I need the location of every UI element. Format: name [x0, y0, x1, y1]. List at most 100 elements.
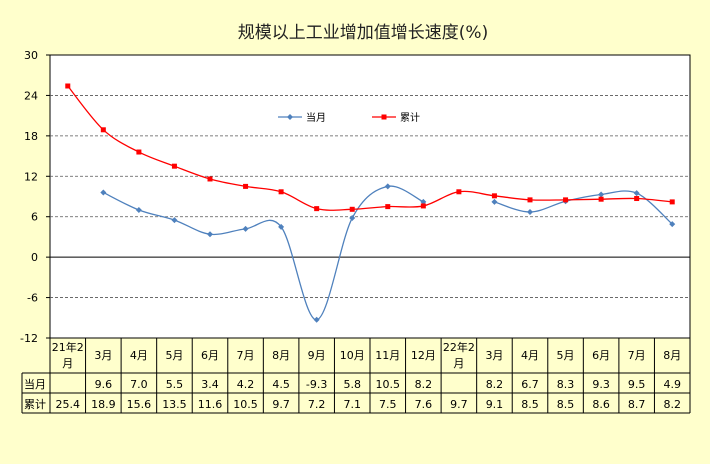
data-point-cumulative [527, 197, 533, 203]
data-label-monthly: 4.5 [272, 378, 290, 391]
x-category-label: 5月 [557, 349, 575, 362]
y-tick-label: 18 [24, 130, 38, 143]
data-label-monthly: 5.8 [343, 378, 361, 391]
x-category-label: 3月 [485, 349, 503, 362]
x-category-label: 月 [453, 357, 464, 370]
data-point-cumulative [314, 206, 320, 212]
y-tick-label: -6 [27, 292, 38, 305]
x-category-label: 21年2 [52, 340, 84, 354]
x-category-label: 11月 [375, 349, 400, 362]
y-tick-label: 0 [31, 251, 38, 264]
x-category-label: 8月 [663, 349, 681, 362]
row-header-monthly: 当月 [24, 377, 46, 391]
row-header-cumulative: 累计 [24, 398, 46, 411]
data-point-cumulative [207, 176, 213, 182]
x-category-label: 月 [62, 357, 73, 370]
data-point-monthly [171, 217, 178, 224]
data-label-monthly: 9.3 [592, 378, 610, 391]
data-label-cumulative: 15.6 [127, 398, 152, 411]
data-point-cumulative [65, 83, 71, 89]
data-label-monthly: 6.7 [521, 378, 539, 391]
y-tick-label: 12 [24, 170, 38, 183]
data-point-monthly [242, 225, 249, 232]
data-label-cumulative: 8.5 [557, 398, 575, 411]
x-category-label: 3月 [94, 349, 112, 362]
data-point-monthly [633, 190, 640, 197]
data-point-monthly [207, 231, 213, 238]
y-tick-label: 24 [24, 89, 38, 102]
data-label-cumulative: 8.2 [663, 398, 681, 411]
data-label-cumulative: 8.7 [628, 398, 646, 411]
data-label-cumulative: 9.7 [272, 398, 290, 411]
legend-label: 当月 [306, 111, 326, 124]
data-point-cumulative [349, 206, 355, 212]
chart-title: 规模以上工业增加值增长速度(%) [238, 23, 488, 43]
data-point-cumulative [456, 189, 462, 195]
data-point-cumulative [171, 163, 177, 169]
data-point-monthly [491, 198, 498, 205]
data-label-cumulative: 7.6 [415, 398, 433, 411]
data-point-cumulative [491, 193, 497, 199]
data-point-monthly [598, 191, 605, 198]
data-label-monthly: 4.9 [663, 378, 681, 391]
data-label-monthly: 8.3 [557, 378, 575, 391]
data-label-cumulative: 11.6 [198, 398, 223, 411]
x-category-label: 9月 [308, 349, 326, 362]
data-label-cumulative: 8.6 [592, 398, 610, 411]
x-category-label: 7月 [628, 349, 646, 362]
x-category-label: 5月 [165, 349, 183, 362]
series-line-monthly [494, 190, 673, 225]
series-line-monthly [103, 185, 424, 321]
data-label-monthly: 8.2 [486, 378, 504, 391]
data-point-cumulative [100, 127, 106, 133]
data-point-cumulative [243, 183, 249, 189]
x-category-label: 4月 [521, 349, 539, 362]
data-label-monthly: 4.2 [237, 378, 255, 391]
legend-marker [287, 114, 293, 120]
data-label-cumulative: 13.5 [162, 398, 187, 411]
y-tick-label: -12 [20, 332, 38, 345]
x-category-label: 8月 [272, 349, 290, 362]
data-label-cumulative: 9.1 [486, 398, 504, 411]
gridlines-group [50, 95, 690, 298]
data-label-monthly: 5.5 [166, 378, 184, 391]
data-table-group: 21年2 月 3月 4月 5月 6月 7月 8月 9月 10月 11月 12月 22年2 月 3月 4月 5月 6… [21, 338, 691, 414]
legend-label: 累计 [400, 111, 420, 124]
data-point-monthly [420, 198, 427, 205]
data-label-monthly: 9.5 [628, 378, 646, 391]
legend-marker [381, 114, 387, 120]
x-category-label: 6月 [592, 349, 610, 362]
data-point-cumulative [634, 196, 640, 202]
y-axis-group: 30 24 18 12 6 0 -6 -12 [20, 49, 50, 345]
data-label-monthly: 10.5 [376, 378, 401, 391]
data-label-monthly: 8.2 [415, 378, 433, 391]
x-category-label: 10月 [340, 349, 365, 362]
data-label-cumulative: 7.2 [308, 398, 326, 411]
data-label-monthly: 3.4 [201, 378, 219, 391]
x-category-label: 4月 [130, 349, 148, 362]
legend-group: 当月 累计 [278, 111, 420, 124]
data-point-monthly [349, 215, 356, 222]
data-point-cumulative [598, 196, 604, 202]
x-category-label: 6月 [201, 349, 219, 362]
data-label-cumulative: 7.1 [343, 398, 361, 411]
x-category-label: 22年2 [443, 340, 475, 354]
data-point-monthly [669, 221, 676, 228]
plot-area-group [49, 54, 691, 339]
data-label-monthly: 9.6 [95, 378, 113, 391]
data-point-cumulative [278, 189, 284, 195]
data-point-cumulative [385, 204, 391, 210]
data-label-cumulative: 25.4 [56, 398, 81, 411]
data-label-monthly: -9.3 [306, 378, 327, 391]
data-point-monthly [527, 208, 533, 215]
data-point-cumulative [563, 197, 569, 203]
data-point-monthly [135, 206, 142, 213]
series-line-cumulative [67, 85, 673, 211]
y-tick-label: 30 [24, 49, 38, 62]
data-label-cumulative: 7.5 [379, 398, 397, 411]
y-tick-label: 6 [31, 211, 38, 224]
data-label-cumulative: 10.5 [233, 398, 258, 411]
x-category-label: 12月 [411, 349, 436, 362]
